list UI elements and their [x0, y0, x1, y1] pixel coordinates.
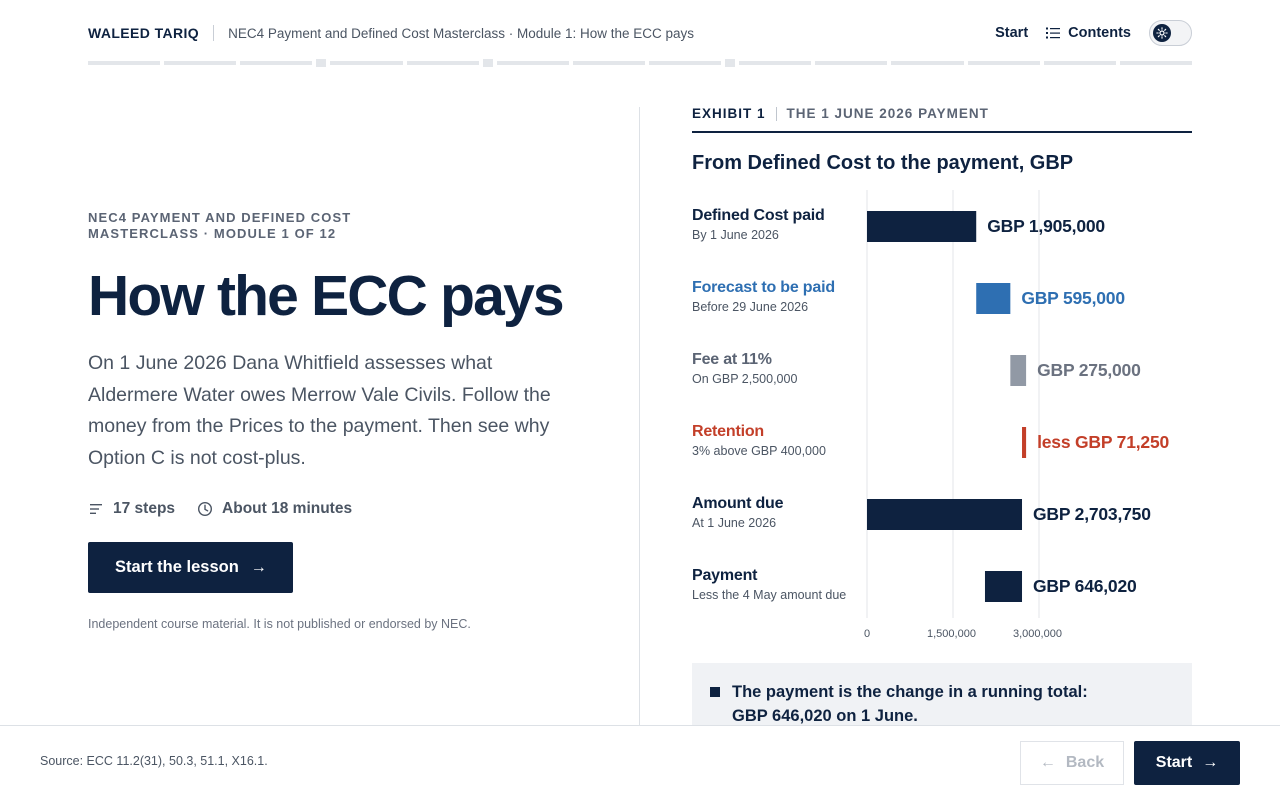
progress-segment[interactable]	[648, 61, 722, 65]
progress-segment[interactable]	[164, 61, 237, 65]
duration: About 18 minutes	[197, 500, 352, 518]
exhibit-caption: EXHIBIT 1 THE 1 JUNE 2026 PAYMENT	[692, 106, 1192, 133]
header-divider	[213, 25, 215, 41]
row-name: Defined Cost paid	[692, 207, 825, 224]
chart-title: From Defined Cost to the payment, GBP	[692, 152, 1074, 174]
header-actions: Start Contents	[995, 20, 1192, 46]
progress-segment[interactable]	[1043, 61, 1116, 65]
brand-name[interactable]: WALEED TARIQ	[88, 25, 200, 41]
list-icon	[1046, 27, 1061, 39]
progress-segment[interactable]	[240, 61, 313, 65]
row-subtitle: On GBP 2,500,000	[692, 372, 798, 386]
arrow-right-icon: →	[250, 558, 267, 576]
row-subtitle: Less the 4 May amount due	[692, 588, 847, 602]
x-tick-label: 0	[864, 628, 871, 640]
module-eyebrow: NEC4 PAYMENT AND DEFINED COST MASTERCLAS…	[88, 210, 352, 241]
contents-label: Contents	[1068, 25, 1131, 41]
payment-waterfall-chart: Defined Cost paid By 1 June 2026 GBP 1,905…	[692, 190, 1192, 650]
progress-marker	[482, 59, 493, 67]
row-subtitle: 3% above GBP 400,000	[692, 444, 826, 458]
back-button[interactable]: ← Back	[1020, 741, 1124, 785]
progress-segment[interactable]	[815, 61, 888, 65]
bar-fee-at-11-[interactable]	[1010, 355, 1027, 386]
progress-segment[interactable]	[406, 61, 479, 65]
data-label: GBP 275,000	[1037, 360, 1141, 380]
chart-canvas	[866, 190, 1040, 618]
start-lesson-label: Start the lesson	[115, 558, 239, 576]
source-note: Source: ECC 11.2(31), 50.3, 51.1, X16.1.	[40, 754, 268, 768]
row-label: Defined Cost paid By 1 June 2026	[692, 206, 867, 243]
row-name: Forecast to be paid	[692, 279, 835, 296]
data-label: less GBP 71,250	[1037, 432, 1170, 452]
bar-defined-cost-paid[interactable]	[867, 211, 977, 242]
lesson-progress	[88, 59, 1192, 67]
progress-segment[interactable]	[967, 61, 1040, 65]
x-tick-label: 3,000,000	[1013, 628, 1062, 640]
exhibit-header: EXHIBIT 1 THE 1 JUNE 2026 PAYMENT From D…	[692, 106, 1192, 175]
progress-segment[interactable]	[1119, 61, 1192, 65]
exhibit-number: EXHIBIT 1	[692, 106, 766, 121]
row-subtitle: At 1 June 2026	[692, 516, 777, 530]
progress-segment[interactable]	[739, 61, 812, 65]
row-label: Amount due At 1 June 2026	[692, 494, 867, 531]
disclaimer: Independent course material. It is not p…	[88, 617, 471, 631]
exhibit-label: THE 1 JUNE 2026 PAYMENT	[786, 106, 989, 121]
exhibit-divider	[775, 106, 777, 121]
row-label: Forecast to be paid Before 29 June 2026	[692, 278, 867, 315]
header-start-link[interactable]: Start	[995, 25, 1029, 41]
steps-icon	[90, 504, 102, 514]
callout-marker	[710, 687, 720, 697]
duration-label: About 18 minutes	[222, 500, 353, 517]
theme-toggle-icon	[1153, 24, 1171, 42]
row-name: Fee at 11%	[692, 351, 772, 368]
clock-icon	[198, 501, 213, 517]
row-subtitle: Before 29 June 2026	[692, 300, 809, 314]
steps-label: 17 steps	[113, 500, 176, 517]
callout-line-2: GBP 646,020 on 1 June.	[732, 707, 918, 725]
data-label: GBP 595,000	[1021, 288, 1125, 308]
top-bar: WALEED TARIQ NEC4 Payment and Defined Co…	[88, 18, 1192, 48]
lesson-intro: NEC4 PAYMENT AND DEFINED COST MASTERCLAS…	[88, 210, 588, 631]
progress-segment[interactable]	[572, 61, 645, 65]
callout-text: The payment is the change in a running t…	[732, 680, 1088, 733]
steps-count: 17 steps	[88, 500, 175, 518]
lesson-meta: 17 steps About 18 minutes	[88, 500, 588, 518]
bar-payment[interactable]	[984, 571, 1023, 602]
start-label: Start	[1155, 754, 1193, 771]
footer-bar: Source: ECC 11.2(31), 50.3, 51.1, X16.1.…	[0, 725, 1280, 800]
progress-segment[interactable]	[496, 61, 569, 65]
theme-toggle[interactable]	[1149, 20, 1192, 46]
data-label: GBP 1,905,000	[987, 216, 1105, 236]
row-label: Retention 3% above GBP 400,000	[692, 422, 867, 459]
key-takeaway: The payment is the change in a running t…	[692, 663, 1192, 733]
progress-segment[interactable]	[88, 61, 161, 65]
x-tick-label: 1,500,000	[927, 628, 976, 640]
arrow-left-icon: ←	[1039, 754, 1056, 771]
progress-segment[interactable]	[330, 61, 403, 65]
bar-forecast-to-be-paid[interactable]	[976, 283, 1011, 314]
column-divider	[639, 107, 640, 725]
lesson-summary: On 1 June 2026 Dana Whitfield assesses w…	[88, 352, 551, 469]
row-label: Payment Less the 4 May amount due	[692, 566, 867, 603]
back-label: Back	[1065, 754, 1105, 771]
data-label: GBP 2,703,750	[1033, 504, 1151, 524]
row-subtitle: By 1 June 2026	[692, 228, 779, 242]
callout-line-1: The payment is the change in a running t…	[732, 683, 1088, 701]
course-title: NEC4 Payment and Defined Cost Masterclas…	[228, 25, 695, 41]
row-name: Payment	[692, 567, 758, 584]
data-label: GBP 646,020	[1033, 576, 1137, 596]
progress-marker	[316, 59, 327, 67]
progress-marker	[725, 59, 736, 67]
start-lesson-button[interactable]: Start the lesson →	[88, 542, 293, 593]
start-button[interactable]: Start →	[1134, 741, 1240, 785]
arrow-right-icon: →	[1202, 754, 1219, 771]
row-name: Retention	[692, 423, 764, 440]
bar-retention[interactable]	[1022, 427, 1027, 458]
progress-segment[interactable]	[891, 61, 964, 65]
contents-button[interactable]: Contents	[1046, 25, 1131, 41]
row-label: Fee at 11% On GBP 2,500,000	[692, 350, 867, 387]
page-title: How the ECC pays	[88, 264, 565, 328]
bar-amount-due[interactable]	[867, 499, 1023, 530]
row-name: Amount due	[692, 495, 784, 512]
